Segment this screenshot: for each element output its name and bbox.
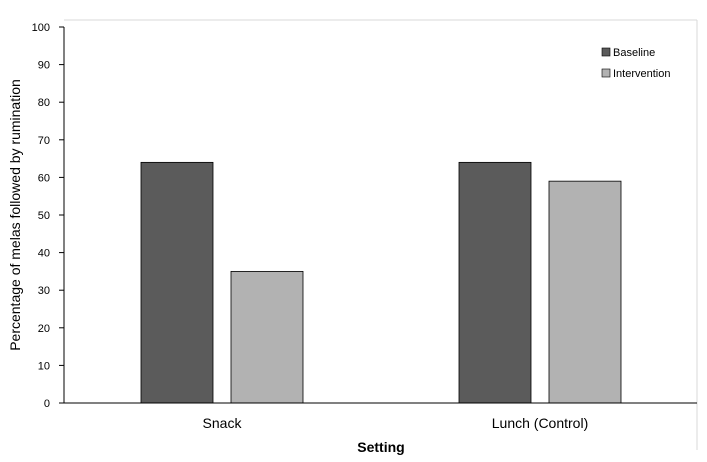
y-tick-label: 40 xyxy=(38,248,50,260)
y-tick-label: 30 xyxy=(38,285,50,297)
legend-label-intervention: Intervention xyxy=(613,68,670,80)
x-category-label: Lunch (Control) xyxy=(492,415,589,431)
y-tick-label: 20 xyxy=(38,323,50,335)
y-tick-label: 100 xyxy=(32,22,50,34)
legend-label-baseline: Baseline xyxy=(613,47,655,59)
bars-group xyxy=(140,161,622,404)
y-tick-label: 80 xyxy=(38,97,50,109)
y-tick-label: 10 xyxy=(38,360,50,372)
y-tick-label: 90 xyxy=(38,60,50,72)
y-ticks-group: 0 10 20 30 40 50 60 70 80 90 100 xyxy=(32,22,64,410)
chart-frame xyxy=(64,19,698,450)
bar-intervention-0 xyxy=(230,270,304,404)
y-tick-label: 60 xyxy=(38,172,50,184)
y-tick-label: 0 xyxy=(44,398,50,410)
legend: Baseline Intervention xyxy=(601,47,670,80)
x-categories-group: Snack Lunch (Control) xyxy=(203,415,589,431)
legend-swatch-intervention xyxy=(601,68,611,78)
y-axis-title: Percentage of melas followed by ruminati… xyxy=(7,79,23,351)
x-axis-title: Setting xyxy=(357,439,404,455)
x-category-label: Snack xyxy=(203,415,243,431)
bar-intervention-1 xyxy=(548,180,622,404)
bar-baseline-0 xyxy=(140,161,214,404)
legend-swatch-baseline xyxy=(601,47,611,57)
y-tick-label: 70 xyxy=(38,135,50,147)
bar-baseline-1 xyxy=(458,161,532,404)
y-tick-label: 50 xyxy=(38,210,50,222)
